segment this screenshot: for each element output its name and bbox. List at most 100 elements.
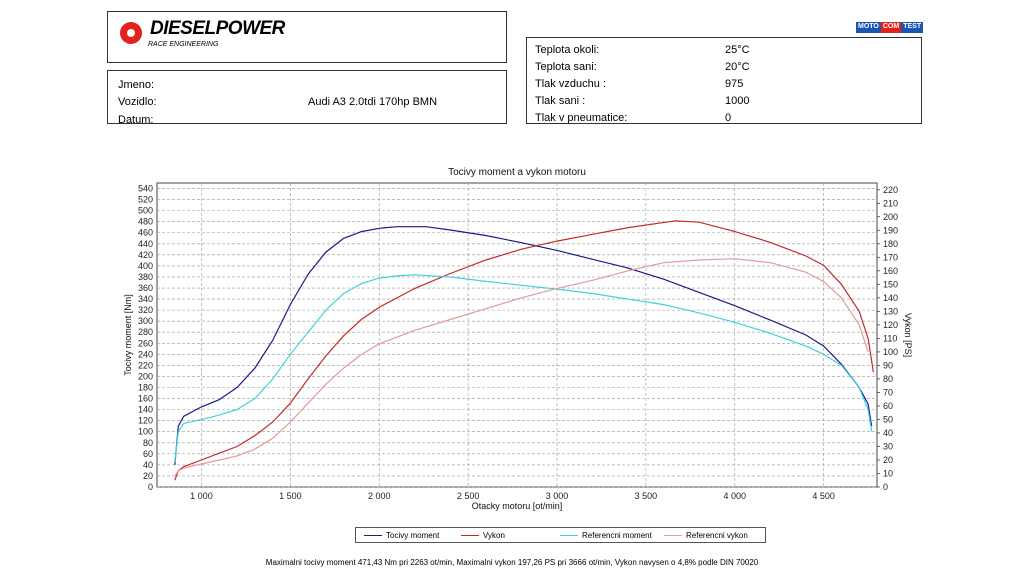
y-left-tick-label: 320: [138, 305, 153, 315]
y-right-tick-label: 100: [883, 347, 898, 357]
y-right-tick-label: 140: [883, 293, 898, 303]
condition-label: Tlak vzduchu :: [535, 78, 606, 90]
y-left-tick-label: 340: [138, 294, 153, 304]
y-right-tick-label: 40: [883, 428, 893, 438]
y-left-tick-label: 300: [138, 316, 153, 326]
y-left-tick-label: 460: [138, 228, 153, 238]
y-right-tick-label: 180: [883, 239, 898, 249]
y-left-tick-label: 520: [138, 195, 153, 205]
logo-icon: [120, 22, 142, 44]
y-right-tick-label: 220: [883, 185, 898, 195]
y-left-tick-label: 80: [143, 438, 153, 448]
y-left-axis-label: Tocivy moment [Nm]: [123, 294, 133, 376]
y-left-tick-label: 480: [138, 217, 153, 227]
y-left-tick-label: 420: [138, 250, 153, 260]
logo-panel: DIESELPOWER RACE ENGINEERING: [107, 11, 507, 63]
chart-title: Tocivy moment a vykon motoru: [448, 167, 586, 178]
legend-item-torque: Tocivy moment: [364, 531, 439, 540]
y-right-tick-label: 30: [883, 441, 893, 451]
logo-text: DIESELPOWER: [150, 18, 285, 39]
y-right-tick-label: 50: [883, 414, 893, 424]
y-left-tick-label: 20: [143, 471, 153, 481]
condition-value: 25°C: [725, 44, 750, 56]
y-right-tick-label: 120: [883, 320, 898, 330]
legend-label: Vykon: [483, 531, 505, 540]
y-left-tick-label: 100: [138, 427, 153, 437]
x-tick-label: 1 000: [190, 491, 213, 501]
logo-subtitle: RACE ENGINEERING: [148, 41, 219, 48]
y-left-tick-label: 380: [138, 272, 153, 282]
y-right-tick-label: 70: [883, 387, 893, 397]
y-left-tick-label: 200: [138, 371, 153, 381]
x-tick-label: 2 500: [457, 491, 480, 501]
condition-value: 1000: [725, 95, 750, 107]
y-left-tick-label: 140: [138, 405, 153, 415]
y-left-tick-label: 120: [138, 416, 153, 426]
x-tick-label: 4 500: [812, 491, 835, 501]
y-left-tick-label: 400: [138, 261, 153, 271]
series-line-2: [174, 274, 873, 463]
x-axis-label: Otacky motoru [ot/min]: [472, 501, 563, 511]
y-right-tick-label: 80: [883, 374, 893, 384]
legend-swatch: [664, 535, 682, 536]
badge-part-1: MOTO: [856, 22, 881, 33]
y-left-tick-label: 360: [138, 283, 153, 293]
plot-area: [156, 182, 878, 488]
condition-label: Tlak sani :: [535, 95, 586, 107]
x-tick-label: 3 000: [546, 491, 569, 501]
y-right-axis-label: Vykon [PS]: [903, 313, 913, 357]
y-left-tick-label: 260: [138, 338, 153, 348]
y-left-tick-label: 220: [138, 360, 153, 370]
chart-legend: Tocivy moment Vykon Referencni moment Re…: [355, 527, 766, 543]
date-label: Datum:: [118, 114, 154, 126]
y-right-tick-label: 130: [883, 306, 898, 316]
y-left-tick-label: 440: [138, 239, 153, 249]
y-left-tick-label: 60: [143, 449, 153, 459]
vehicle-info-panel: Jmeno: Vozidlo: Audi A3 2.0tdi 170hp BMN…: [107, 70, 507, 126]
y-right-tick-label: 10: [883, 468, 893, 478]
name-label: Jmeno:: [118, 79, 155, 91]
y-right-tick-label: 190: [883, 225, 898, 235]
condition-label: Tlak v pneumatice:: [535, 112, 628, 124]
legend-label: Referencni vykon: [686, 531, 748, 540]
series-line-1: [174, 220, 874, 481]
conditions-panel: Teplota okoli: 25°C Teplota sani: 20°C T…: [526, 37, 922, 124]
condition-value: 0: [725, 112, 732, 124]
y-right-tick-label: 200: [883, 212, 898, 222]
brand-badge: MOTO COM TEST: [856, 22, 924, 33]
condition-value: 20°C: [725, 61, 750, 73]
y-left-tick-label: 160: [138, 394, 153, 404]
y-left-tick-label: 540: [138, 184, 153, 194]
condition-label: Teplota okoli:: [535, 44, 600, 56]
y-right-tick-label: 60: [883, 401, 893, 411]
legend-item-power: Vykon: [461, 531, 505, 540]
series-line-3: [174, 258, 869, 477]
legend-item-ref-power: Referencni vykon: [664, 531, 748, 540]
y-right-tick-label: 90: [883, 360, 893, 370]
y-left-tick-label: 40: [143, 460, 153, 470]
legend-item-ref-torque: Referencni moment: [560, 531, 652, 540]
x-tick-label: 2 000: [368, 491, 391, 501]
y-left-tick-label: 240: [138, 349, 153, 359]
y-left-tick-label: 180: [138, 383, 153, 393]
x-tick-label: 1 500: [279, 491, 302, 501]
y-right-tick-label: 20: [883, 455, 893, 465]
y-right-tick-label: 0: [883, 482, 888, 492]
legend-swatch: [364, 535, 382, 536]
condition-value: 975: [725, 78, 744, 90]
vehicle-label: Vozidlo:: [118, 96, 157, 108]
y-left-tick-label: 500: [138, 206, 153, 216]
legend-swatch: [560, 535, 578, 536]
legend-label: Referencni moment: [582, 531, 652, 540]
y-left-tick-label: 280: [138, 327, 153, 337]
y-right-tick-label: 210: [883, 198, 898, 208]
y-right-tick-label: 110: [883, 333, 897, 343]
x-tick-label: 4 000: [724, 491, 747, 501]
y-right-tick-label: 150: [883, 279, 898, 289]
footer-summary: Maximalni tocivy moment 471,43 Nm pri 22…: [265, 558, 759, 567]
series-line-0: [174, 226, 873, 465]
condition-label: Teplota sani:: [535, 61, 597, 73]
x-tick-label: 3 500: [635, 491, 658, 501]
legend-swatch: [461, 535, 479, 536]
